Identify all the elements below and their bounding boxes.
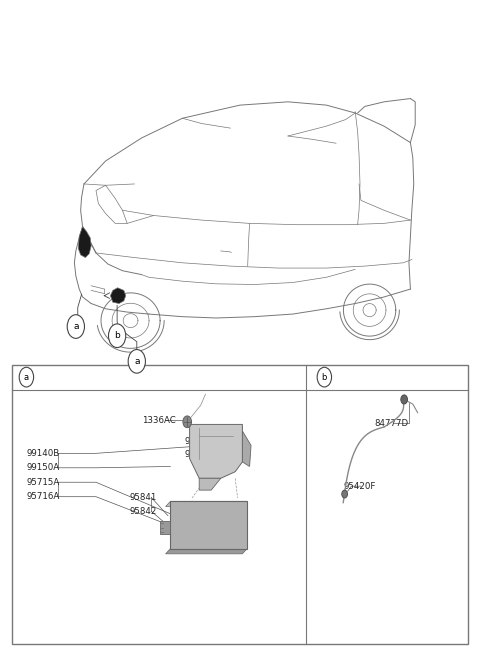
Circle shape: [183, 416, 192, 428]
Text: 95715A: 95715A: [26, 478, 60, 487]
Circle shape: [108, 324, 126, 348]
Text: a: a: [134, 357, 140, 366]
Circle shape: [317, 367, 332, 387]
Text: 1336AC: 1336AC: [142, 416, 175, 425]
Polygon shape: [160, 521, 170, 534]
Polygon shape: [190, 424, 242, 478]
Text: 95716A: 95716A: [26, 492, 60, 501]
Text: 95842: 95842: [130, 507, 157, 516]
Text: 96552R: 96552R: [185, 450, 218, 459]
Polygon shape: [110, 288, 126, 304]
Circle shape: [19, 367, 34, 387]
Text: 99140B: 99140B: [26, 449, 60, 458]
Polygon shape: [199, 478, 221, 490]
Text: 95420F: 95420F: [343, 482, 375, 491]
Text: a: a: [73, 322, 79, 331]
Circle shape: [128, 350, 145, 373]
Bar: [170, 501, 247, 549]
Text: b: b: [114, 331, 120, 340]
Text: b: b: [322, 373, 327, 382]
Text: 96552L: 96552L: [185, 437, 217, 446]
Circle shape: [67, 315, 84, 338]
Circle shape: [401, 395, 408, 404]
Polygon shape: [78, 227, 91, 258]
Circle shape: [342, 490, 348, 498]
Text: 84777D: 84777D: [374, 419, 408, 428]
Polygon shape: [166, 501, 247, 507]
Text: 99150A: 99150A: [26, 463, 60, 472]
Text: a: a: [24, 373, 29, 382]
Polygon shape: [242, 431, 251, 466]
Polygon shape: [166, 549, 247, 554]
Bar: [12, 365, 468, 644]
Text: 95841: 95841: [130, 493, 157, 502]
